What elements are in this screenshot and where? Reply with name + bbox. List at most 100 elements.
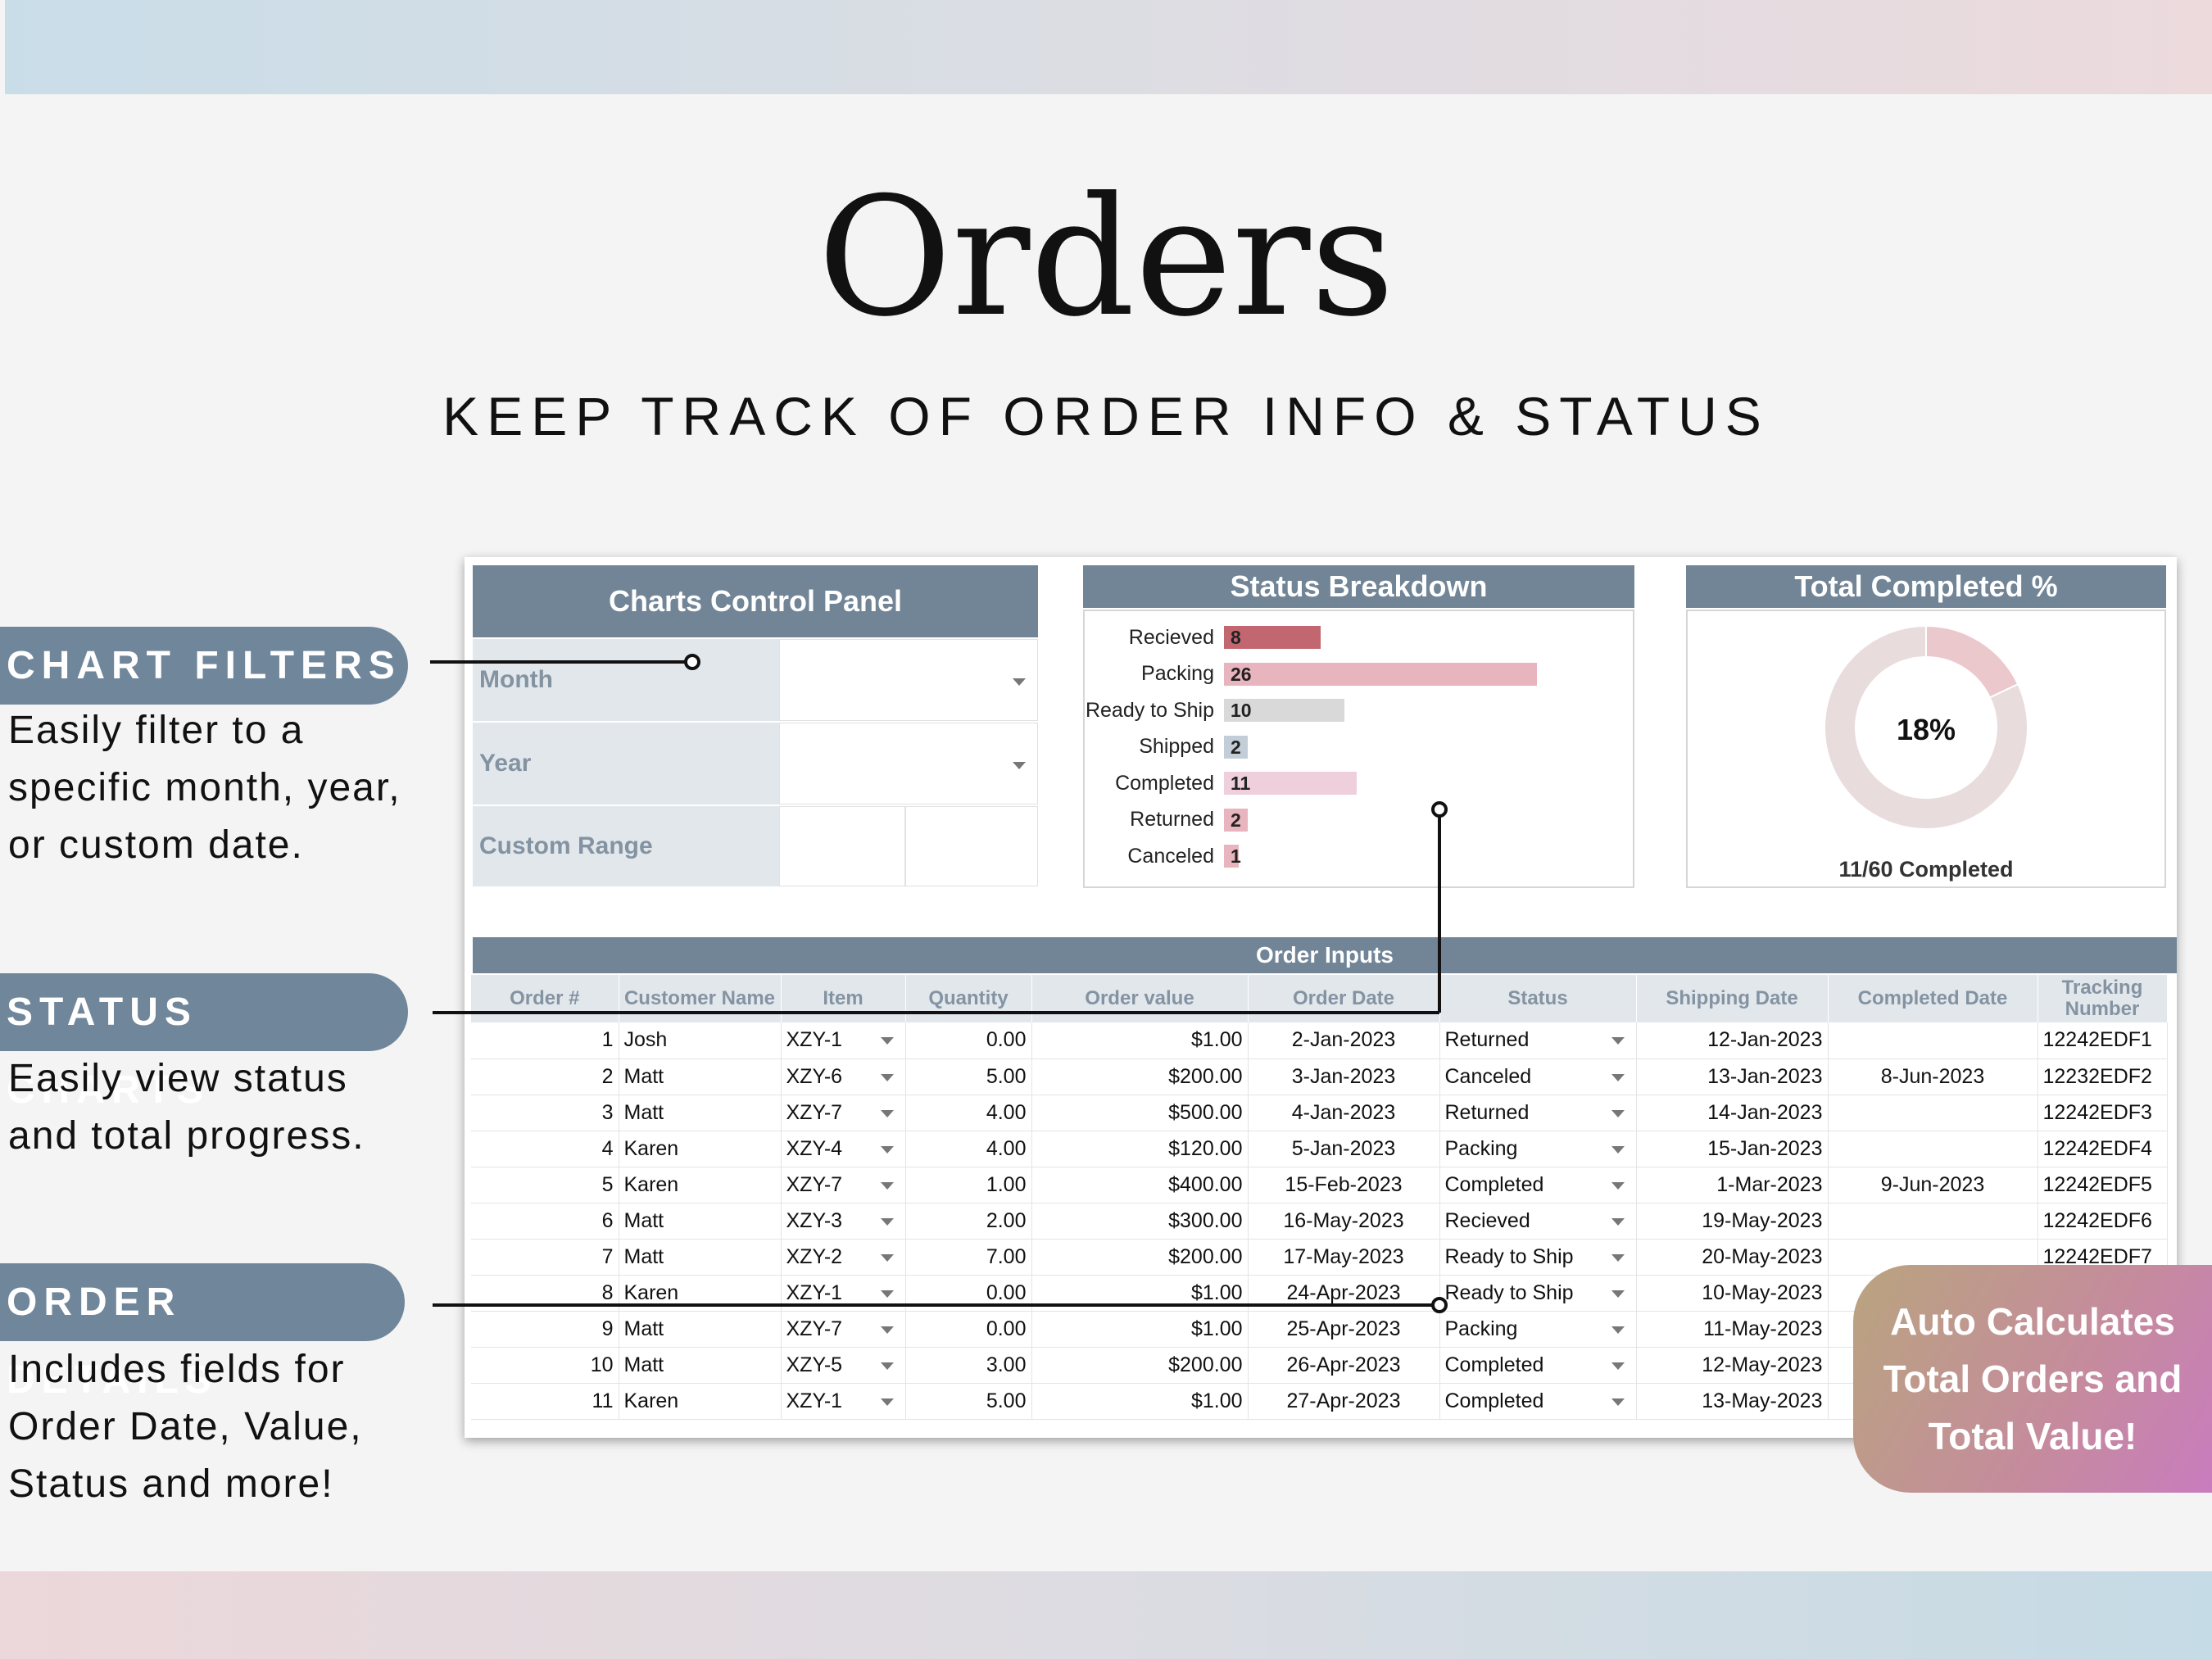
- table-cell-dropdown[interactable]: XZY-3: [781, 1203, 906, 1240]
- table-cell[interactable]: 13-May-2023: [1636, 1383, 1829, 1420]
- table-cell[interactable]: 2-Jan-2023: [1248, 1022, 1440, 1059]
- table-cell-dropdown[interactable]: XZY-7: [781, 1095, 906, 1131]
- table-cell-dropdown[interactable]: XZY-7: [781, 1311, 906, 1348]
- table-cell[interactable]: Karen: [619, 1131, 782, 1167]
- table-cell[interactable]: $1.00: [1031, 1383, 1249, 1420]
- table-cell-dropdown[interactable]: Returned: [1439, 1022, 1637, 1059]
- table-cell[interactable]: $200.00: [1031, 1347, 1249, 1384]
- table-cell-dropdown[interactable]: Recieved: [1439, 1203, 1637, 1240]
- table-cell-dropdown[interactable]: Ready to Ship: [1439, 1275, 1637, 1312]
- table-cell[interactable]: 26-Apr-2023: [1248, 1347, 1440, 1384]
- table-cell[interactable]: 16-May-2023: [1248, 1203, 1440, 1240]
- table-cell[interactable]: [1828, 1203, 2038, 1240]
- table-cell[interactable]: 24-Apr-2023: [1248, 1275, 1440, 1312]
- table-cell-dropdown[interactable]: XZY-5: [781, 1347, 906, 1384]
- table-cell-dropdown[interactable]: XZY-4: [781, 1131, 906, 1167]
- table-cell[interactable]: 5-Jan-2023: [1248, 1131, 1440, 1167]
- table-cell-dropdown[interactable]: Canceled: [1439, 1058, 1637, 1095]
- table-cell[interactable]: Matt: [619, 1239, 782, 1276]
- table-cell[interactable]: 12-May-2023: [1636, 1347, 1829, 1384]
- table-cell[interactable]: 8-Jun-2023: [1828, 1058, 2038, 1095]
- table-cell[interactable]: 14-Jan-2023: [1636, 1095, 1829, 1131]
- table-cell[interactable]: 8: [471, 1275, 619, 1312]
- table-cell[interactable]: 19-May-2023: [1636, 1203, 1829, 1240]
- table-cell[interactable]: 11-May-2023: [1636, 1311, 1829, 1348]
- table-cell[interactable]: 0.00: [905, 1022, 1032, 1059]
- table-cell[interactable]: $1.00: [1031, 1311, 1249, 1348]
- table-cell[interactable]: Matt: [619, 1311, 782, 1348]
- table-cell-dropdown[interactable]: Returned: [1439, 1095, 1637, 1131]
- table-cell[interactable]: 5.00: [905, 1383, 1032, 1420]
- table-cell-dropdown[interactable]: Ready to Ship: [1439, 1239, 1637, 1276]
- table-cell[interactable]: 12242EDF1: [2037, 1022, 2168, 1059]
- table-cell-dropdown[interactable]: Completed: [1439, 1167, 1637, 1203]
- table-cell[interactable]: 9: [471, 1311, 619, 1348]
- table-cell[interactable]: 4.00: [905, 1131, 1032, 1167]
- table-cell[interactable]: 12242EDF5: [2037, 1167, 2168, 1203]
- table-cell[interactable]: 20-May-2023: [1636, 1239, 1829, 1276]
- table-cell[interactable]: $1.00: [1031, 1022, 1249, 1059]
- table-cell[interactable]: [1828, 1095, 2038, 1131]
- table-cell[interactable]: Karen: [619, 1167, 782, 1203]
- table-cell[interactable]: $500.00: [1031, 1095, 1249, 1131]
- table-cell[interactable]: 4: [471, 1131, 619, 1167]
- table-cell[interactable]: 4.00: [905, 1095, 1032, 1131]
- table-cell[interactable]: 4-Jan-2023: [1248, 1095, 1440, 1131]
- table-cell-dropdown[interactable]: XZY-6: [781, 1058, 906, 1095]
- table-cell[interactable]: 2: [471, 1058, 619, 1095]
- table-cell[interactable]: 0.00: [905, 1311, 1032, 1348]
- table-cell-dropdown[interactable]: XZY-7: [781, 1167, 906, 1203]
- table-cell[interactable]: 3-Jan-2023: [1248, 1058, 1440, 1095]
- table-cell-dropdown[interactable]: Completed: [1439, 1383, 1637, 1420]
- table-cell-dropdown[interactable]: XZY-2: [781, 1239, 906, 1276]
- table-cell[interactable]: Matt: [619, 1347, 782, 1384]
- table-cell[interactable]: $300.00: [1031, 1203, 1249, 1240]
- table-cell[interactable]: 25-Apr-2023: [1248, 1311, 1440, 1348]
- table-cell[interactable]: $200.00: [1031, 1058, 1249, 1095]
- table-cell[interactable]: 12242EDF6: [2037, 1203, 2168, 1240]
- table-cell[interactable]: $1.00: [1031, 1275, 1249, 1312]
- table-cell-dropdown[interactable]: Packing: [1439, 1131, 1637, 1167]
- table-cell[interactable]: 1: [471, 1022, 619, 1059]
- table-cell-dropdown[interactable]: XZY-1: [781, 1275, 906, 1312]
- table-cell[interactable]: 12-Jan-2023: [1636, 1022, 1829, 1059]
- table-cell-dropdown[interactable]: Packing: [1439, 1311, 1637, 1348]
- table-cell[interactable]: 12242EDF3: [2037, 1095, 2168, 1131]
- table-cell[interactable]: 10: [471, 1347, 619, 1384]
- table-cell[interactable]: 13-Jan-2023: [1636, 1058, 1829, 1095]
- table-cell[interactable]: Matt: [619, 1203, 782, 1240]
- table-cell[interactable]: 6: [471, 1203, 619, 1240]
- custom-range-start-input[interactable]: [779, 806, 905, 886]
- table-cell[interactable]: 12232EDF2: [2037, 1058, 2168, 1095]
- table-cell[interactable]: $200.00: [1031, 1239, 1249, 1276]
- table-cell[interactable]: 7: [471, 1239, 619, 1276]
- table-cell-dropdown[interactable]: Completed: [1439, 1347, 1637, 1384]
- table-cell[interactable]: 7.00: [905, 1239, 1032, 1276]
- table-cell[interactable]: 1-Mar-2023: [1636, 1167, 1829, 1203]
- table-cell[interactable]: 5.00: [905, 1058, 1032, 1095]
- table-cell[interactable]: $120.00: [1031, 1131, 1249, 1167]
- table-cell[interactable]: 11: [471, 1383, 619, 1420]
- month-dropdown[interactable]: [779, 639, 1038, 721]
- table-cell[interactable]: 17-May-2023: [1248, 1239, 1440, 1276]
- table-cell[interactable]: 3.00: [905, 1347, 1032, 1384]
- table-cell[interactable]: 0.00: [905, 1275, 1032, 1312]
- custom-range-end-input[interactable]: [905, 806, 1038, 886]
- year-dropdown[interactable]: [779, 723, 1038, 805]
- table-cell[interactable]: $400.00: [1031, 1167, 1249, 1203]
- table-cell[interactable]: Karen: [619, 1275, 782, 1312]
- table-cell[interactable]: 12242EDF4: [2037, 1131, 2168, 1167]
- table-cell-dropdown[interactable]: XZY-1: [781, 1383, 906, 1420]
- table-cell[interactable]: 9-Jun-2023: [1828, 1167, 2038, 1203]
- table-cell[interactable]: [1828, 1131, 2038, 1167]
- table-cell[interactable]: 27-Apr-2023: [1248, 1383, 1440, 1420]
- table-cell[interactable]: 15-Jan-2023: [1636, 1131, 1829, 1167]
- table-cell[interactable]: 1.00: [905, 1167, 1032, 1203]
- table-cell[interactable]: Matt: [619, 1095, 782, 1131]
- table-cell[interactable]: Matt: [619, 1058, 782, 1095]
- table-cell[interactable]: 3: [471, 1095, 619, 1131]
- table-cell[interactable]: Karen: [619, 1383, 782, 1420]
- table-cell[interactable]: 5: [471, 1167, 619, 1203]
- table-cell[interactable]: 15-Feb-2023: [1248, 1167, 1440, 1203]
- table-cell[interactable]: [1828, 1022, 2038, 1059]
